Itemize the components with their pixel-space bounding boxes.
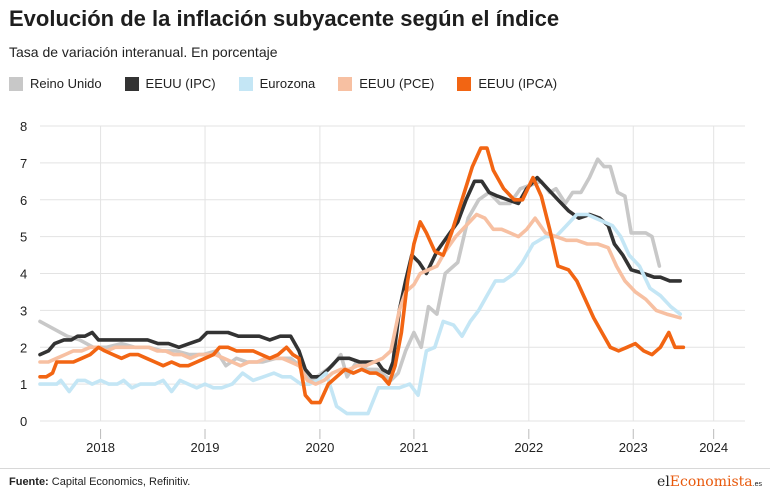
legend-label: EEUU (IPCA) bbox=[478, 76, 558, 91]
series-line-eurozona bbox=[38, 212, 682, 416]
legend-swatch bbox=[238, 76, 253, 91]
legend-swatch bbox=[338, 76, 353, 91]
footer-divider bbox=[0, 468, 770, 469]
x-tick-label: 2018 bbox=[86, 440, 115, 455]
brand-pre: el bbox=[657, 474, 670, 490]
legend-swatch bbox=[9, 76, 23, 91]
x-tick-label: 2023 bbox=[619, 440, 648, 455]
legend-label: Eurozona bbox=[259, 76, 316, 91]
y-axis-ticks: 0 1 2 3 4 5 6 7 8 bbox=[20, 119, 27, 429]
y-tick-label: 3 bbox=[20, 303, 27, 318]
grid-lines bbox=[40, 125, 745, 422]
series-line-eeuu-ipca bbox=[38, 146, 686, 405]
brand-suffix: .es bbox=[752, 481, 762, 488]
y-tick-label: 4 bbox=[20, 267, 27, 282]
source-label: Fuente: bbox=[9, 476, 49, 488]
vertical-grid-lines bbox=[100, 126, 715, 421]
legend-label: EEUU (PCE) bbox=[359, 76, 435, 91]
source-note: Fuente: Capital Economics, Refinitiv. bbox=[9, 476, 190, 488]
chart-subtitle: Tasa de variación interanual. En porcent… bbox=[9, 44, 278, 60]
x-tick-label: 2022 bbox=[514, 440, 543, 455]
x-tick-label: 2024 bbox=[699, 440, 728, 455]
legend-item-eeuu-ipca: EEUU (IPCA) bbox=[457, 76, 557, 91]
y-tick-label: 7 bbox=[20, 156, 27, 171]
x-axis-ticks: 2018 2019 2020 2021 2022 2023 2024 bbox=[86, 429, 728, 455]
legend-label: EEUU (IPC) bbox=[145, 76, 216, 91]
legend-item-eeuu-pce: EEUU (PCE) bbox=[338, 76, 434, 91]
y-tick-label: 5 bbox=[20, 230, 27, 245]
line-chart: 0 1 2 3 4 5 6 7 8 2018 2019 2020 2021 2022 2023 2024 bbox=[20, 119, 745, 455]
y-tick-label: 2 bbox=[20, 340, 27, 355]
legend-item-reino-unido: Reino Unido bbox=[9, 76, 102, 91]
chart-legend: Reino Unido EEUU (IPC) Eurozona EEUU (PCE) E… bbox=[9, 76, 580, 91]
legend-label: Reino Unido bbox=[30, 76, 102, 91]
x-tick-label: 2021 bbox=[399, 440, 428, 455]
x-tick-label: 2020 bbox=[305, 440, 334, 455]
y-tick-label: 1 bbox=[20, 377, 27, 392]
legend-item-eeuu-ipc: EEUU (IPC) bbox=[124, 76, 216, 91]
y-tick-label: 0 bbox=[20, 414, 27, 429]
chart-title: Evolución de la inflación subyacente seg… bbox=[9, 6, 560, 31]
series-line-reino-unido bbox=[38, 157, 662, 383]
brand-logo: elEconomista.es bbox=[657, 474, 762, 490]
x-tick-label: 2019 bbox=[191, 440, 220, 455]
legend-item-eurozona: Eurozona bbox=[238, 76, 316, 91]
source-text: Capital Economics, Refinitiv. bbox=[48, 476, 191, 488]
brand-accent: Economista bbox=[669, 474, 753, 490]
y-tick-label: 6 bbox=[20, 193, 27, 208]
legend-swatch bbox=[457, 76, 472, 91]
y-tick-label: 8 bbox=[20, 119, 27, 134]
series-lines bbox=[38, 146, 686, 416]
legend-swatch bbox=[124, 76, 139, 91]
